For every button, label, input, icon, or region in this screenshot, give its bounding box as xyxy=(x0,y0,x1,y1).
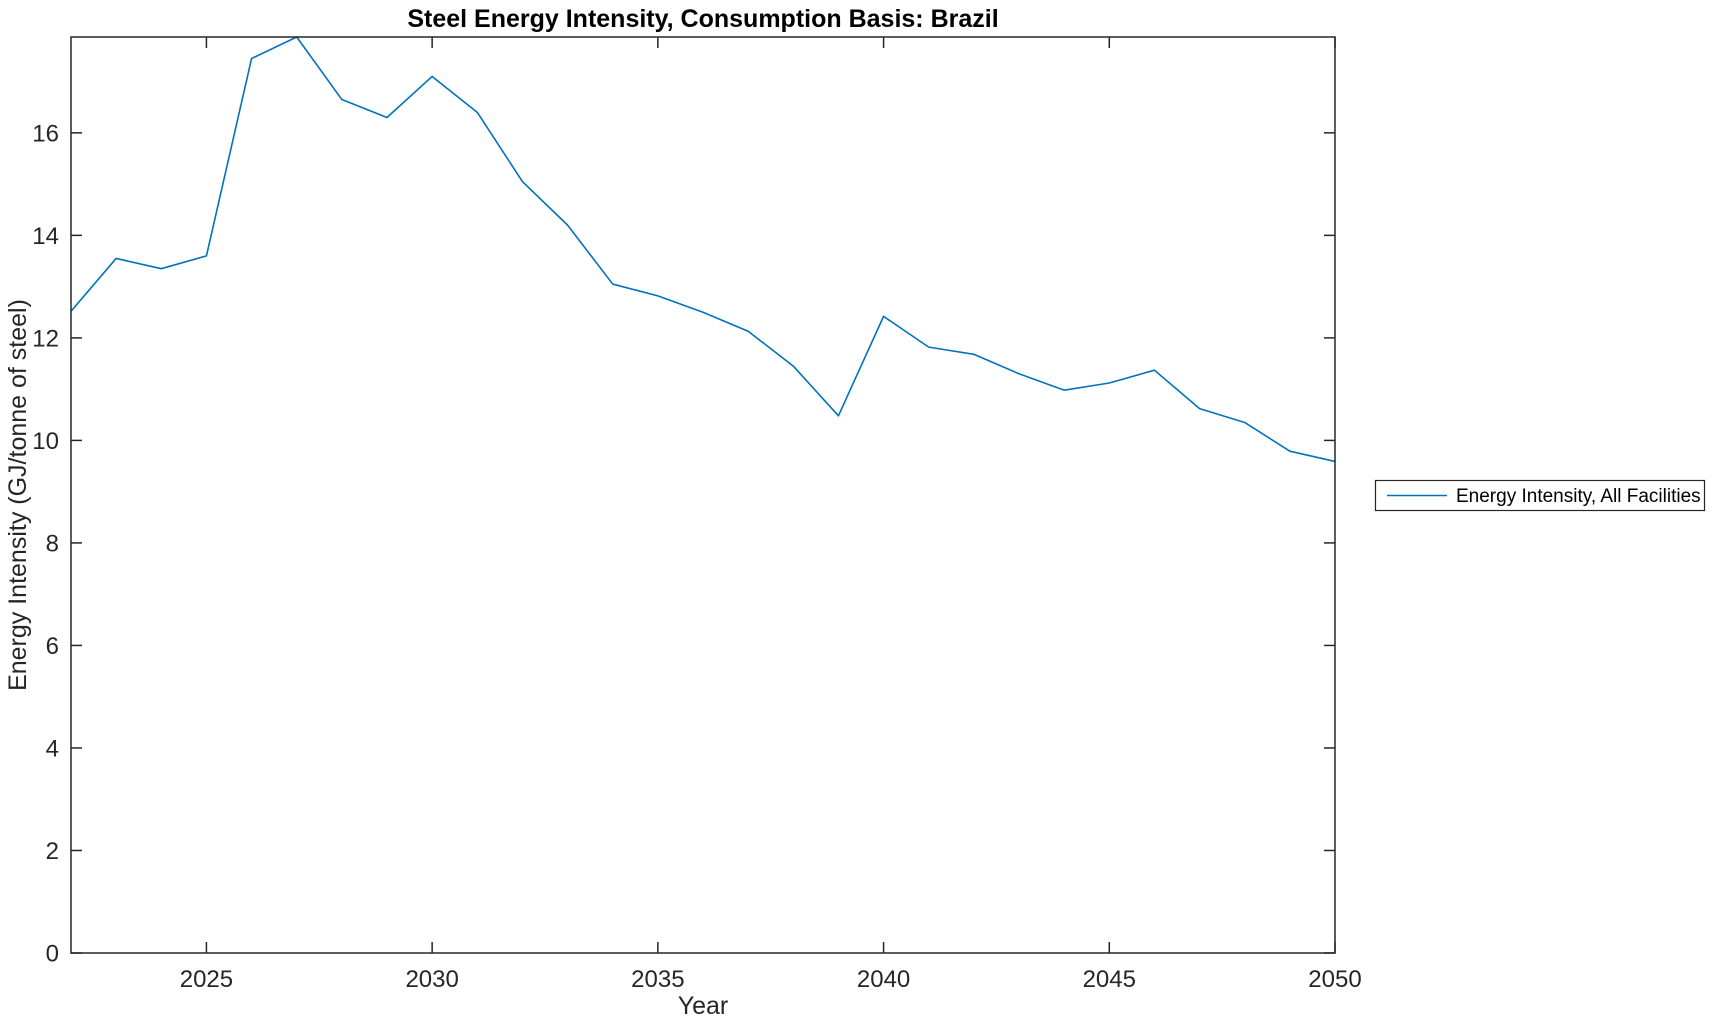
x-tick-label: 2050 xyxy=(1308,966,1361,993)
y-tick-label: 14 xyxy=(32,223,59,250)
x-axis-label: Year xyxy=(678,992,729,1020)
y-tick-label: 6 xyxy=(46,633,59,660)
energy-intensity-line xyxy=(70,36,1336,463)
y-axis-label: Energy Intensity (GJ/tonne of steel) xyxy=(4,299,32,691)
legend: Energy Intensity, All Facilities xyxy=(1374,479,1706,512)
axes-box xyxy=(70,36,1336,954)
legend-entry-label: Energy Intensity, All Facilities xyxy=(1456,486,1701,507)
y-tick-label: 4 xyxy=(46,735,59,762)
x-tick-label: 2035 xyxy=(631,966,684,993)
x-axis-tick-labels: 2025 2030 2035 2040 2045 2050 xyxy=(180,966,1362,993)
y-tick-label: 0 xyxy=(46,941,59,968)
y-tick-label: 16 xyxy=(32,120,59,147)
plot-area xyxy=(71,37,1335,953)
chart-title: Steel Energy Intensity, Consumption Basi… xyxy=(407,5,998,33)
y-tick-label: 10 xyxy=(32,428,59,455)
y-tick-label: 8 xyxy=(46,530,59,557)
x-tick-label: 2030 xyxy=(405,966,458,993)
tick-marks xyxy=(71,37,1336,954)
y-tick-label: 2 xyxy=(46,838,59,865)
y-axis-tick-labels: 0 2 4 6 8 10 12 14 16 xyxy=(32,120,59,967)
x-tick-label: 2045 xyxy=(1083,966,1136,993)
x-tick-label: 2025 xyxy=(180,966,233,993)
y-tick-label: 12 xyxy=(32,325,59,352)
x-tick-label: 2040 xyxy=(857,966,910,993)
